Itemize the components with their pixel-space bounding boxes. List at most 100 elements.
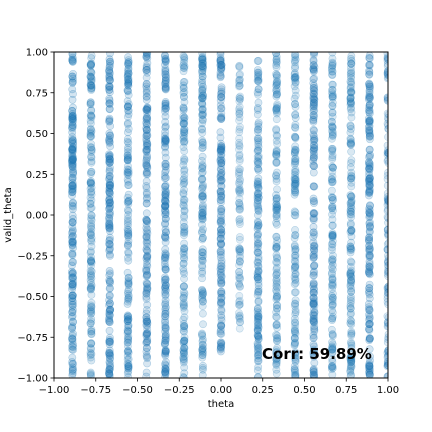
data-point: [161, 65, 170, 73]
data-point: [69, 199, 77, 208]
data-point: [161, 249, 170, 258]
data-point: [142, 331, 151, 340]
data-point: [105, 189, 114, 197]
data-point: [68, 112, 77, 120]
data-point: [124, 367, 133, 376]
data-point: [69, 244, 77, 252]
data-point: [143, 104, 152, 112]
data-point: [142, 321, 151, 330]
data-point: [68, 365, 77, 374]
data-point: [123, 72, 132, 81]
data-point: [68, 280, 77, 289]
data-point: [142, 147, 151, 155]
data-point: [105, 301, 113, 309]
data-point: [162, 162, 170, 171]
data-point: [161, 233, 170, 242]
data-point: [105, 236, 114, 244]
data-point: [68, 155, 76, 164]
data-point: [291, 146, 300, 155]
data-point: [68, 335, 77, 344]
data-point: [87, 345, 95, 353]
data-point: [69, 329, 77, 338]
data-point: [87, 325, 96, 334]
data-point: [68, 273, 77, 282]
data-point: [142, 80, 151, 88]
data-point: [179, 103, 188, 112]
data-point: [272, 274, 281, 283]
data-point: [87, 168, 95, 177]
data-point: [86, 119, 95, 128]
data-point: [87, 180, 96, 188]
data-point: [86, 81, 95, 90]
data-point: [123, 317, 132, 325]
data-point: [105, 158, 114, 167]
data-point: [142, 306, 151, 314]
data-point: [124, 279, 133, 288]
data-point: [142, 96, 151, 104]
data-point: [328, 316, 337, 324]
data-point: [160, 368, 169, 377]
data-point: [124, 346, 132, 355]
y-axis-label: valid_theta: [3, 187, 14, 242]
data-point: [87, 258, 96, 267]
data-point: [69, 239, 77, 248]
data-point: [106, 279, 114, 288]
data-point: [68, 237, 77, 246]
data-point: [236, 94, 244, 103]
data-point: [272, 175, 281, 183]
data-point: [105, 166, 114, 174]
data-point: [365, 185, 374, 194]
data-point: [253, 366, 262, 375]
data-point: [161, 207, 170, 215]
data-point: [142, 73, 151, 82]
data-point: [253, 160, 262, 169]
data-point: [180, 105, 188, 113]
data-point: [142, 115, 151, 124]
data-point: [87, 262, 95, 271]
data-point: [142, 87, 151, 96]
data-point: [123, 155, 132, 164]
data-point: [161, 349, 170, 358]
data-point: [124, 81, 133, 90]
data-point: [106, 251, 114, 260]
data-point: [124, 125, 133, 133]
data-point: [87, 372, 95, 378]
data-point: [366, 218, 374, 227]
data-point: [254, 309, 263, 317]
data-point: [143, 283, 151, 291]
data-point: [180, 202, 188, 211]
data-point: [142, 372, 151, 378]
data-point: [68, 156, 77, 165]
data-point: [87, 158, 96, 167]
data-point: [69, 277, 77, 286]
data-point: [328, 265, 337, 274]
data-point: [161, 136, 170, 144]
data-point: [180, 274, 188, 283]
data-point: [124, 177, 133, 186]
x-axis: −1.00 −0.75 −0.50 −0.25 0.00 0.25 0.50 0.75 1.00: [39, 378, 399, 396]
data-point: [87, 211, 96, 219]
data-point: [105, 199, 114, 208]
data-point: [69, 184, 78, 193]
data-point: [68, 123, 76, 132]
data-point: [68, 227, 77, 236]
data-point: [142, 125, 151, 134]
data-point: [161, 281, 170, 289]
data-point: [86, 125, 95, 134]
data-point: [69, 343, 77, 351]
data-point: [346, 262, 355, 271]
data-point: [123, 168, 132, 177]
data-point: [235, 235, 244, 244]
data-point: [272, 220, 281, 229]
data-point: [123, 102, 132, 111]
data-point: [161, 312, 170, 321]
data-point: [272, 157, 281, 166]
data-point: [106, 122, 115, 130]
data-point: [143, 103, 152, 112]
data-point: [68, 57, 77, 66]
data-point: [142, 92, 151, 101]
data-point: [87, 236, 95, 245]
data-point: [124, 145, 132, 154]
data-point: [106, 284, 114, 293]
data-point: [161, 83, 170, 92]
